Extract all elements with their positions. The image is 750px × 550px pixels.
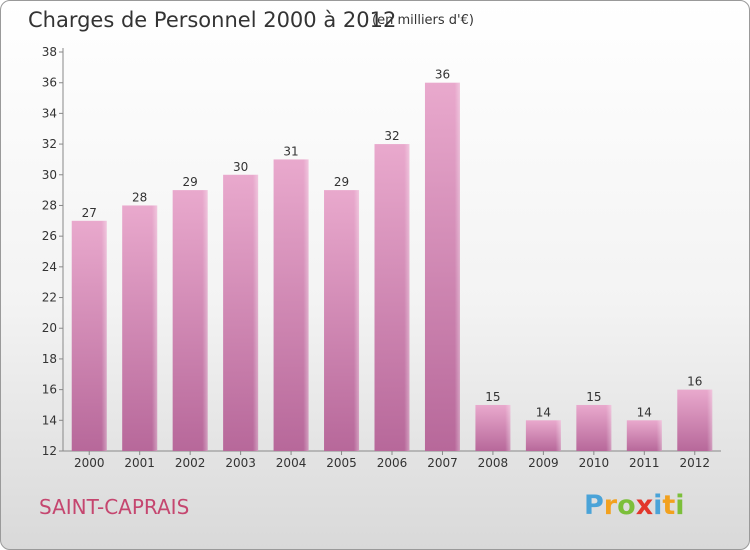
y-tick-label: 26	[42, 229, 57, 243]
bar-value-label: 36	[435, 68, 450, 82]
proxiti-logo: Proxiti	[584, 490, 685, 521]
bar-highlight	[374, 144, 410, 452]
y-tick-label: 18	[42, 352, 57, 366]
x-tick-label: 2001	[124, 456, 155, 470]
bar-highlight	[626, 420, 662, 451]
chart-title: Charges de Personnel 2000 à 2012	[28, 8, 397, 32]
bar-value-label: 14	[637, 405, 652, 419]
bar-value-label: 30	[233, 160, 248, 174]
logo-letter: x	[635, 490, 654, 521]
logo-letter: t	[662, 490, 676, 521]
logo-letter: o	[617, 490, 636, 521]
bar-value-label: 15	[485, 390, 500, 404]
logo-letter: i	[675, 490, 685, 521]
x-tick-label: 2007	[427, 456, 458, 470]
logo-letter: i	[653, 490, 663, 521]
bar-highlight	[677, 389, 713, 451]
bar-value-label: 29	[183, 175, 198, 189]
y-tick-label: 20	[42, 321, 57, 335]
bar-highlight	[223, 174, 259, 451]
y-tick-label: 12	[42, 444, 57, 458]
x-tick-label: 2010	[579, 456, 610, 470]
y-tick-label: 14	[42, 413, 57, 427]
y-tick-label: 16	[42, 383, 57, 397]
x-tick-label: 2003	[225, 456, 256, 470]
bar-highlight	[424, 82, 460, 451]
y-tick-label: 22	[42, 291, 57, 305]
bar-highlight	[576, 404, 612, 451]
x-tick-label: 2008	[478, 456, 509, 470]
y-tick-label: 32	[42, 137, 57, 151]
commune-name: SAINT-CAPRAIS	[39, 495, 190, 519]
y-tick-label: 34	[42, 106, 57, 120]
x-tick-label: 2002	[175, 456, 206, 470]
bar-value-label: 15	[586, 390, 601, 404]
bar-value-label: 27	[82, 206, 97, 220]
x-tick-label: 2012	[679, 456, 710, 470]
bar-highlight	[122, 205, 158, 451]
bar-value-label: 28	[132, 190, 147, 204]
x-tick-label: 2004	[276, 456, 307, 470]
bar-value-label: 29	[334, 175, 349, 189]
bar-highlight	[475, 404, 511, 451]
y-tick-label: 28	[42, 198, 57, 212]
bar-value-label: 32	[384, 129, 399, 143]
x-tick-label: 2009	[528, 456, 559, 470]
x-tick-label: 2011	[629, 456, 660, 470]
bar-highlight	[324, 190, 360, 451]
bar-value-label: 14	[536, 405, 551, 419]
bar-highlight	[71, 220, 107, 451]
logo-letter: r	[603, 490, 618, 521]
chart-subtitle: (en milliers d'€)	[372, 13, 474, 28]
y-tick-label: 36	[42, 76, 57, 90]
x-tick-label: 2000	[74, 456, 105, 470]
y-tick-label: 24	[42, 260, 57, 274]
logo-letter: P	[584, 490, 604, 521]
x-tick-label: 2005	[326, 456, 357, 470]
bar-highlight	[273, 159, 309, 451]
bar-value-label: 31	[283, 144, 298, 158]
y-tick-label: 30	[42, 168, 57, 182]
bar-highlight	[172, 190, 208, 451]
bar-value-label: 16	[687, 375, 702, 389]
y-tick-label: 38	[42, 45, 57, 59]
x-tick-label: 2006	[377, 456, 408, 470]
bar-highlight	[525, 420, 561, 451]
